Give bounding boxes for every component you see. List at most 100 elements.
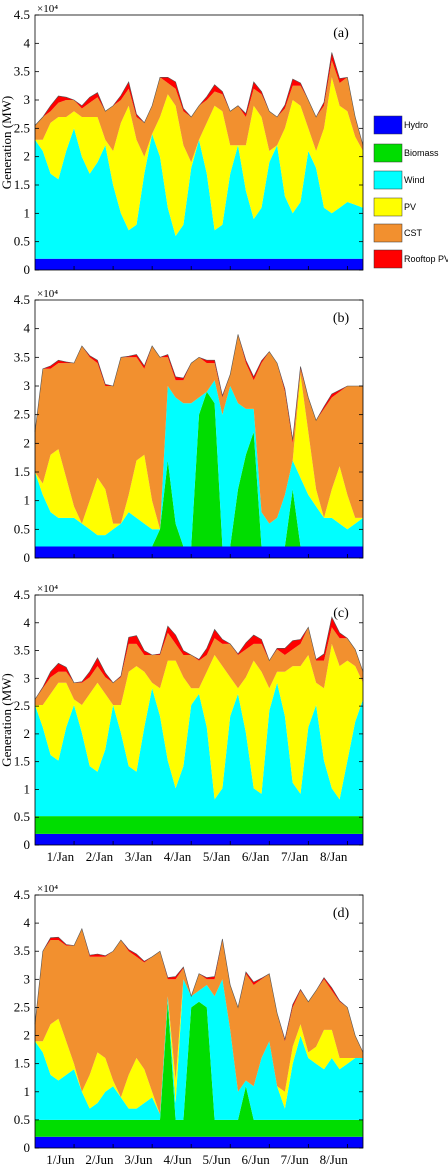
chart-panel-0: 0 0.5 1 1.5 2 2.5 3 3.5 4 4.5 ×10⁴ (a) Generation (M… <box>0 3 364 277</box>
panel-label: (b) <box>333 311 350 326</box>
y-tick-label: 1 <box>24 493 31 508</box>
area-hydro <box>35 1136 363 1148</box>
legend-label: Hydro <box>404 120 428 130</box>
area-hydro <box>35 833 363 845</box>
chart-panel-1: 0 0.5 1 1.5 2 2.5 3 3.5 4 4.5 ×10⁴ (b) <box>14 288 364 565</box>
y-axis-label: Generation (MW) <box>0 673 14 767</box>
y-tick-label: 4.5 <box>14 7 30 22</box>
y-tick-label: 2.5 <box>14 407 30 422</box>
y-multiplier-label: ×10⁴ <box>37 883 58 895</box>
y-axis-label: Generation (MW) <box>0 96 14 190</box>
area-wind <box>35 380 363 547</box>
chart-panel-2: 0 0.5 1 1.5 2 2.5 3 3.5 4 4.5 ×10⁴ 1/Jan 2/Jan 3/Jan 4… <box>0 583 364 864</box>
area-pv <box>35 77 363 236</box>
y-tick-label: 2.5 <box>14 698 30 713</box>
y-tick-label: 0 <box>24 837 31 852</box>
x-tick-label: 2/Jan <box>86 849 114 864</box>
x-tick-label: 4/Jun <box>163 1152 192 1165</box>
legend-label: Biomass <box>404 148 439 158</box>
y-tick-label: 0 <box>24 262 31 277</box>
y-tick-label: 3.5 <box>14 943 30 958</box>
x-tick-label: 3/Jan <box>125 849 153 864</box>
area-biomass <box>35 391 363 547</box>
y-tick-label: 2 <box>24 435 31 450</box>
area-cst <box>35 60 363 163</box>
legend-label: CST <box>404 228 423 238</box>
y-tick-label: 0.5 <box>14 521 30 536</box>
legend-swatch-biomass <box>373 143 403 163</box>
legend-swatch-rooftop-pv <box>373 249 403 269</box>
area-wind <box>35 979 363 1120</box>
x-tick-label: 7/Jun <box>281 1152 310 1165</box>
panel-label: (d) <box>333 906 350 921</box>
panel-label: (c) <box>333 606 349 621</box>
y-tick-label: 4 <box>24 615 31 630</box>
area-cst <box>35 928 363 1115</box>
area-cst <box>35 334 363 530</box>
x-tick-label: 6/Jun <box>242 1152 271 1165</box>
x-tick-label: 5/Jan <box>203 849 231 864</box>
legend-swatch-wind <box>373 170 403 190</box>
x-tick-label: 3/Jun <box>124 1152 153 1165</box>
y-tick-label: 4 <box>24 35 31 50</box>
area-wind <box>35 682 363 817</box>
axes-box <box>34 594 364 846</box>
y-tick-label: 3.5 <box>14 349 30 364</box>
area-biomass <box>35 816 363 834</box>
y-tick-label: 3.5 <box>14 64 30 79</box>
y-tick-label: 1 <box>24 1084 31 1099</box>
y-tick-label: 0.5 <box>14 234 30 249</box>
x-tick-label: 1/Jun <box>46 1152 75 1165</box>
y-tick-label: 2 <box>24 1028 31 1043</box>
panel-label: (a) <box>333 26 349 41</box>
y-tick-label: 1.5 <box>14 754 30 769</box>
x-tick-label: 8/Jan <box>320 849 348 864</box>
y-tick-label: 4.5 <box>14 887 30 902</box>
stack-top-line <box>34 52 364 146</box>
y-tick-label: 4.5 <box>14 292 30 307</box>
legend-swatch-hydro <box>373 115 403 135</box>
x-tick-label: 7/Jan <box>281 849 309 864</box>
x-tick-label: 2/Jun <box>85 1152 114 1165</box>
y-multiplier-label: ×10⁴ <box>37 3 58 15</box>
x-tick-label: 5/Jun <box>202 1152 231 1165</box>
y-multiplier-label: ×10⁴ <box>37 288 58 300</box>
x-tick-label: 8/Jun <box>320 1152 349 1165</box>
x-tick-label: 4/Jan <box>164 849 192 864</box>
y-tick-label: 1.5 <box>14 1056 30 1071</box>
y-tick-label: 3 <box>24 92 31 107</box>
stack-top-line <box>34 927 364 1053</box>
area-pv <box>35 374 363 536</box>
y-tick-label: 3 <box>24 378 31 393</box>
chart-panel-3: 0 0.5 1 1.5 2 2.5 3 3.5 4 4.5 ×10⁴ 1/Jun 2/Jun 3/Jun 4… <box>14 883 364 1165</box>
y-tick-label: 3.5 <box>14 643 30 658</box>
y-tick-label: 2.5 <box>14 999 30 1014</box>
y-tick-label: 1.5 <box>14 177 30 192</box>
y-tick-label: 0.5 <box>14 809 30 824</box>
legend-label: PV <box>404 202 416 212</box>
area-cst <box>35 627 363 705</box>
area-hydro <box>35 258 363 270</box>
y-tick-label: 2.5 <box>14 120 30 135</box>
legend: Hydro Biomass Wind PV CST Rooftop PV <box>373 115 448 269</box>
legend-swatch-pv <box>373 197 403 217</box>
legend-label: Rooftop PV <box>404 254 448 264</box>
axes-box <box>34 299 364 559</box>
y-tick-label: 1 <box>24 781 31 796</box>
y-tick-label: 4 <box>24 321 31 336</box>
y-tick-label: 0 <box>24 1140 31 1155</box>
axes-box <box>34 894 364 1149</box>
y-tick-label: 4 <box>24 915 31 930</box>
x-tick-label: 6/Jan <box>242 849 270 864</box>
axes-box <box>34 14 364 271</box>
y-tick-label: 2 <box>24 726 31 741</box>
x-tick-label: 1/Jan <box>47 849 75 864</box>
area-pv <box>35 643 363 800</box>
y-multiplier-label: ×10⁴ <box>37 583 58 595</box>
area-wind <box>35 128 363 259</box>
y-tick-label: 4.5 <box>14 587 30 602</box>
stack-top-line <box>34 334 363 440</box>
y-tick-label: 1.5 <box>14 464 30 479</box>
area-hydro <box>35 546 363 558</box>
